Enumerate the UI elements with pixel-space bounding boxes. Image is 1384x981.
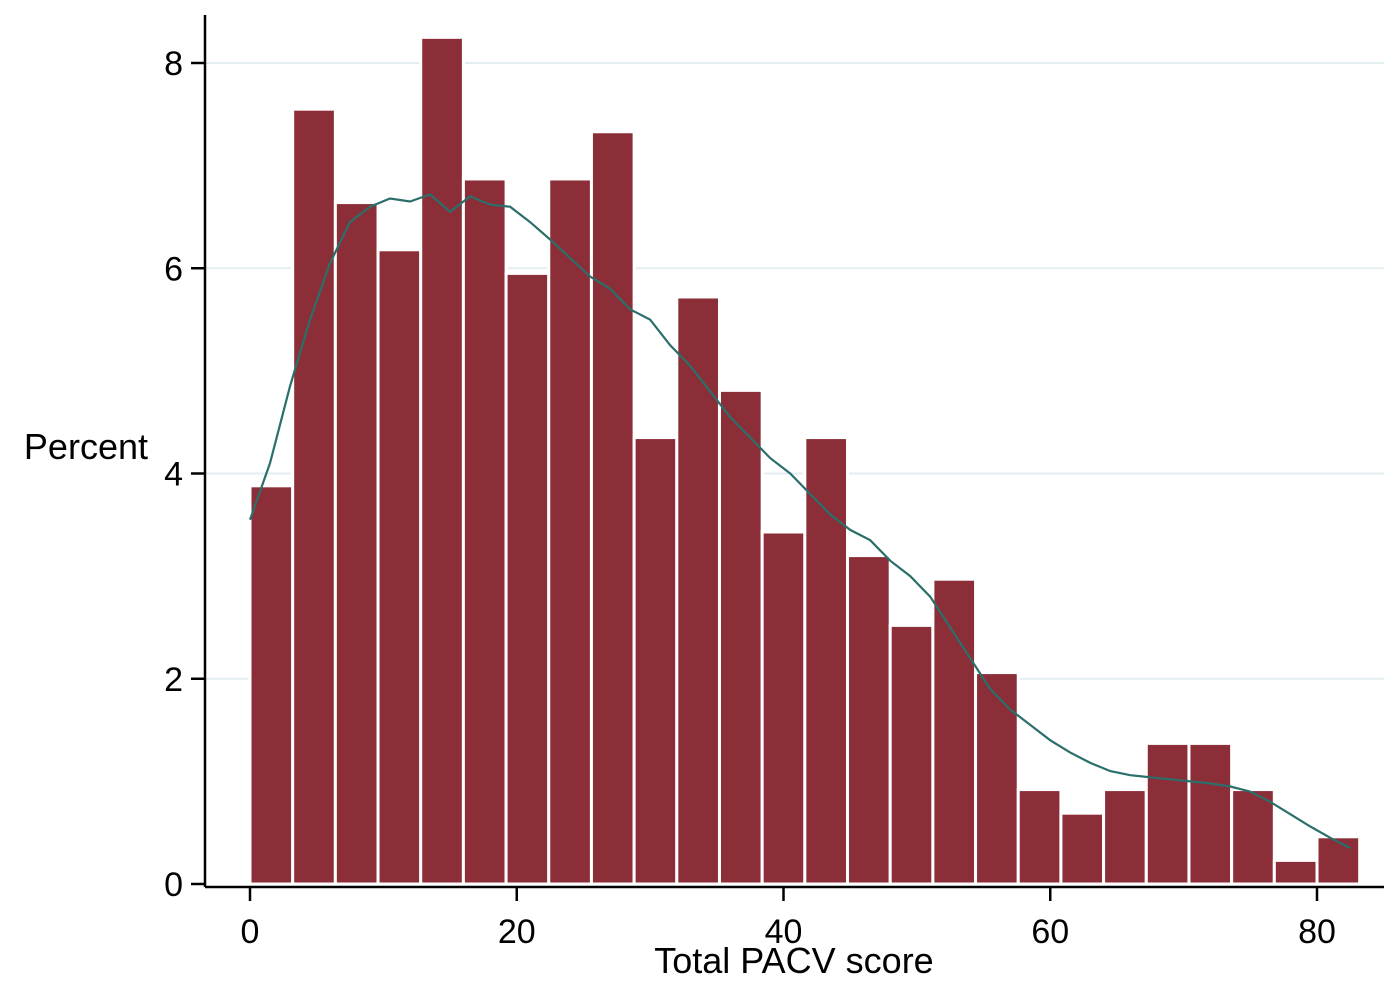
histogram-bar — [632, 436, 679, 886]
y-axis-title: Percent — [24, 426, 148, 467]
x-tick-label: 0 — [241, 913, 260, 951]
y-tick-label: 2 — [164, 661, 183, 699]
histogram-bar — [1144, 741, 1191, 886]
y-tick-label: 0 — [164, 866, 183, 904]
histogram-bar — [461, 177, 508, 886]
x-tick-label: 80 — [1298, 913, 1336, 951]
histogram-bar — [974, 671, 1020, 886]
histogram-bar — [1016, 788, 1063, 886]
histogram-bar — [333, 201, 380, 886]
histogram-bars — [248, 35, 1362, 886]
histogram-bar — [589, 130, 636, 886]
histogram-bar — [1315, 835, 1362, 886]
x-axis-title: Total PACV score — [654, 940, 933, 981]
histogram-bar — [1230, 788, 1276, 886]
histogram-bar — [1187, 741, 1234, 886]
histogram-bar — [760, 530, 807, 886]
histogram-bar — [291, 107, 337, 886]
histogram-bar — [717, 388, 764, 886]
histogram-bar — [803, 436, 850, 886]
histogram-bar — [1059, 811, 1106, 886]
histogram-bar — [1102, 788, 1148, 886]
axes — [203, 15, 1384, 889]
x-tick-label: 40 — [765, 913, 803, 951]
y-tick-label: 4 — [164, 456, 183, 494]
histogram-bar — [846, 554, 892, 886]
histogram-bar — [888, 623, 935, 886]
x-tick-label: 20 — [498, 913, 536, 951]
histogram-bar — [931, 577, 978, 886]
histogram-bar — [419, 35, 465, 886]
y-tick-label: 6 — [164, 250, 183, 288]
x-tick-label: 60 — [1031, 913, 1069, 951]
histogram-bar — [504, 271, 551, 886]
histogram-bar — [547, 177, 593, 886]
histogram-bar — [376, 248, 423, 886]
histogram-bar — [248, 484, 295, 886]
density-curve-layer — [248, 193, 1351, 850]
histogram-bar — [1272, 858, 1319, 886]
histogram-bar — [675, 295, 721, 886]
y-tick-label: 8 — [164, 45, 183, 83]
density-curve — [248, 193, 1351, 850]
